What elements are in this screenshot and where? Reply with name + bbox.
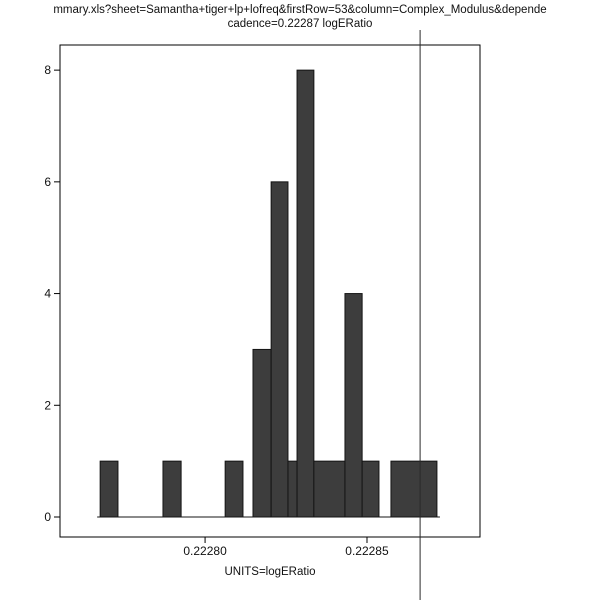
y-tick-label: 0 — [44, 510, 51, 524]
histogram-bar — [162, 460, 182, 518]
x-tick-label: 0.22285 — [345, 544, 389, 558]
histogram-bar — [361, 460, 380, 518]
y-tick-label: 4 — [44, 287, 51, 301]
plot-frame — [59, 44, 481, 538]
histogram-bar — [99, 460, 119, 518]
histogram-bar — [313, 460, 346, 518]
histogram-bar — [390, 460, 438, 518]
y-tick-label: 8 — [44, 63, 51, 77]
x-tick-label: 0.22280 — [183, 544, 227, 558]
y-tick-label: 2 — [44, 398, 51, 412]
histogram-bar — [270, 181, 289, 518]
histogram-bar — [252, 348, 272, 518]
histogram-bar — [224, 460, 244, 518]
histogram-bar — [296, 69, 315, 518]
histogram-bar — [344, 293, 363, 518]
chart-title-line2: cadence=0.22287 logERatio — [227, 18, 373, 30]
histogram-bar — [287, 460, 298, 518]
y-tick-label: 6 — [44, 175, 51, 189]
chart-title-line1: mmary.xls?sheet=Samantha+tiger+lp+lofreq… — [53, 4, 547, 16]
x-axis-label: UNITS=logERatio — [224, 566, 316, 578]
